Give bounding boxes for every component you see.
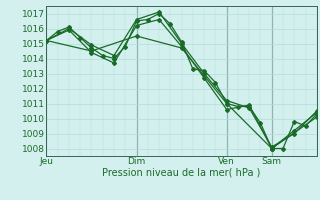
X-axis label: Pression niveau de la mer( hPa ): Pression niveau de la mer( hPa ) — [102, 168, 261, 178]
